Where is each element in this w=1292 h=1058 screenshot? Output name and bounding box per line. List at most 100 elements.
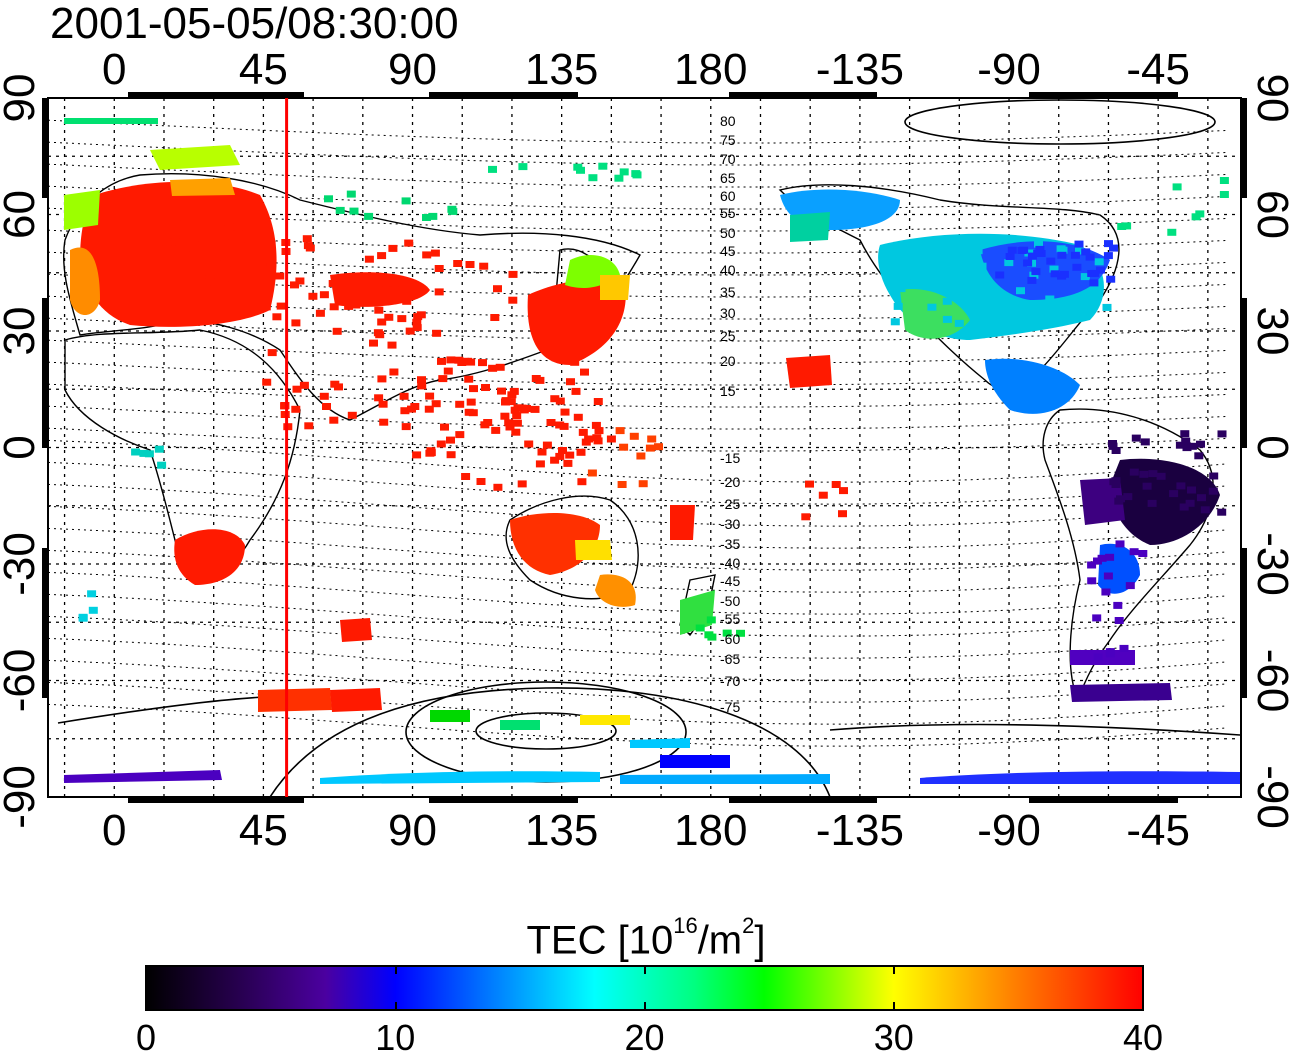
tec-dot <box>535 460 545 468</box>
tec-dot <box>1023 259 1033 267</box>
tec-dot <box>407 405 416 413</box>
tec-dot <box>638 480 648 488</box>
tec-dot <box>397 315 407 323</box>
tec-dot <box>425 392 435 400</box>
tec-dot <box>818 491 828 499</box>
tec-dot <box>942 297 952 305</box>
tec-dot <box>1031 268 1041 276</box>
tec-dot <box>446 451 456 459</box>
tec-dot <box>1103 252 1113 260</box>
tec-dot <box>468 409 478 417</box>
tec-dot <box>1081 248 1091 256</box>
tec-dot <box>530 405 540 413</box>
tec-dot <box>217 238 227 246</box>
tec-dot <box>1090 269 1100 277</box>
tec-dot <box>1016 287 1025 295</box>
tec-dot <box>480 421 490 429</box>
tec-dot <box>1035 245 1045 253</box>
tec-dot <box>436 440 446 448</box>
tec-dot <box>1054 309 1064 317</box>
tec-dot <box>131 448 141 456</box>
tec-dot <box>629 432 639 440</box>
tec-dot <box>373 329 383 337</box>
tec-dot <box>1182 444 1192 452</box>
tec-dot <box>511 428 521 436</box>
tec-dot <box>1179 503 1189 511</box>
tec-dot <box>576 448 586 456</box>
tec-dot <box>1074 240 1084 248</box>
lat-tick-label: 30 <box>1248 307 1292 356</box>
tec-dot <box>330 380 340 388</box>
lon-tick-label: -45 <box>1126 45 1190 94</box>
tec-dot <box>1101 588 1111 596</box>
contour-label: -40 <box>720 555 740 571</box>
tec-dot <box>1111 447 1121 454</box>
tec-dot <box>580 368 589 376</box>
tec-dot <box>322 403 331 410</box>
tec-dot <box>219 225 228 233</box>
tec-dot <box>1208 487 1218 495</box>
tec-dot <box>446 356 456 364</box>
tec-dot <box>1092 614 1102 622</box>
contour-label: 55 <box>720 205 736 221</box>
tec-dot <box>364 255 374 263</box>
tec-dot <box>555 397 565 405</box>
lon-tick-label: 180 <box>674 806 747 855</box>
tec-dot <box>328 280 338 287</box>
tec-dot <box>537 448 547 456</box>
tec-dot <box>1200 506 1210 514</box>
contour-label: -25 <box>720 496 740 512</box>
tec-dot <box>1080 273 1090 281</box>
tec-dot <box>319 291 329 299</box>
tec-dot <box>1019 246 1029 254</box>
tec-dot <box>1027 252 1037 260</box>
tec-dot <box>1219 177 1229 184</box>
tec-dot <box>261 279 270 287</box>
tec-dot <box>1085 253 1095 261</box>
tec-dot <box>438 375 448 383</box>
tec-dot <box>614 174 624 182</box>
tec-dot <box>919 241 929 248</box>
tec-dot <box>272 313 282 321</box>
tec-dot <box>1180 430 1190 438</box>
tec-data <box>64 118 1240 784</box>
tec-dot <box>347 411 357 419</box>
tec-dot <box>560 408 570 416</box>
tec-dot <box>349 207 359 215</box>
tec-dot <box>1004 259 1014 267</box>
tec-dot <box>987 284 997 291</box>
tec-dot <box>377 252 387 260</box>
tec-dot <box>1050 270 1060 278</box>
tec-dot <box>405 327 415 335</box>
tec-dot <box>315 309 325 317</box>
tec-dot <box>505 423 515 431</box>
tec-dot <box>542 441 552 449</box>
colorbar-tick-label: 20 <box>624 1017 665 1058</box>
tec-dot <box>417 376 426 384</box>
lon-tick-label: -135 <box>816 45 904 94</box>
tec-dot <box>965 290 975 298</box>
tec-dot <box>430 249 440 257</box>
tec-dot <box>647 435 657 443</box>
colorbar-title: TEC [1016/m2] <box>526 913 766 963</box>
tec-dot <box>351 301 361 309</box>
tec-dot <box>422 251 432 259</box>
tec-dot <box>695 624 705 632</box>
tec-dot <box>228 274 238 282</box>
tec-dot <box>617 481 627 488</box>
tec-dot <box>377 318 387 326</box>
tec-dot <box>1093 653 1103 661</box>
contour-label: -45 <box>720 573 740 589</box>
tec-dot <box>377 375 387 383</box>
tec-dot <box>303 242 313 250</box>
colorbar-tick-label: 10 <box>375 1017 416 1058</box>
tec-dot <box>230 259 240 267</box>
tec-dot <box>1070 251 1080 259</box>
lat-axis-right: 90 60 30 0 -30 -60 -90 <box>1248 74 1292 829</box>
tec-dot <box>495 363 505 371</box>
tec-dot <box>369 339 378 347</box>
tec-dot <box>558 447 567 454</box>
tec-dot <box>1007 246 1017 254</box>
tec-dot <box>1094 258 1104 266</box>
lat-tick-label: 90 <box>1248 74 1292 123</box>
